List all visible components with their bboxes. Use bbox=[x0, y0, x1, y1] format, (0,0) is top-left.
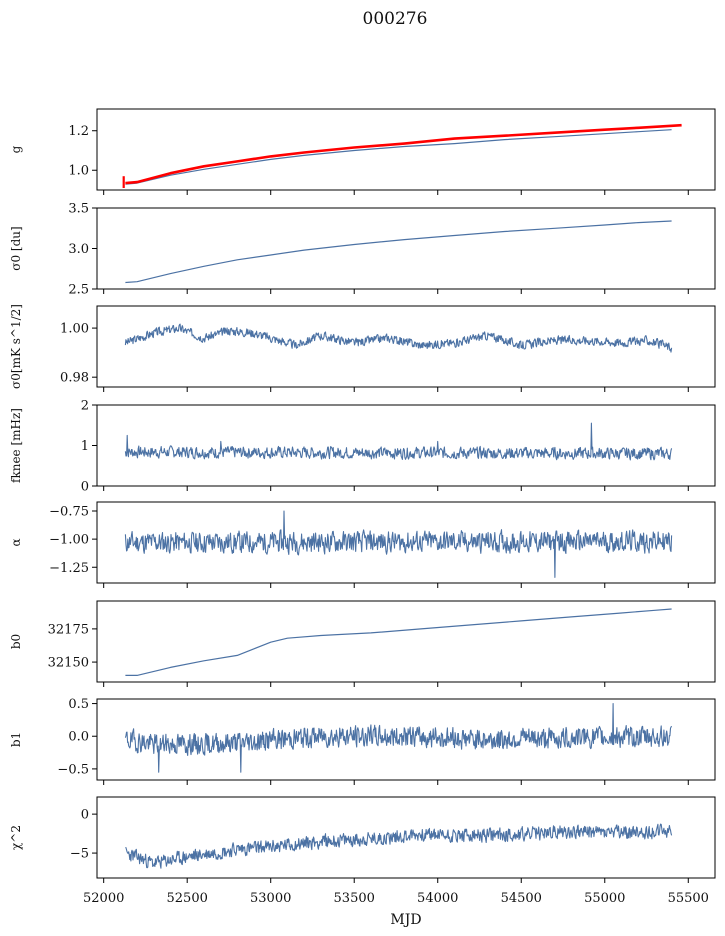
series-line-1 bbox=[125, 823, 673, 869]
series-line-1 bbox=[125, 129, 672, 185]
series-line-1 bbox=[124, 323, 673, 353]
subplot-5: −1.25 −1.00 −0.75 α bbox=[9, 501, 716, 588]
y-tick-label: −1.00 bbox=[49, 533, 89, 548]
x-tick-label: 52500 bbox=[167, 891, 208, 906]
series-line-1 bbox=[124, 510, 673, 578]
y-tick-label: 32175 bbox=[48, 622, 89, 637]
subplot-2: 2.5 3.0 3.5 σ0 [du] bbox=[9, 202, 716, 298]
series-group bbox=[124, 510, 673, 578]
subplot-6: 32150 32175 b0 bbox=[9, 600, 716, 687]
y-axis-label: fknee [mHz] bbox=[9, 408, 23, 483]
y-tick-label: −0.5 bbox=[57, 762, 89, 777]
series-group bbox=[124, 703, 673, 773]
y-tick-label: 3.0 bbox=[68, 242, 89, 257]
y-tick-label: 0 bbox=[81, 480, 89, 495]
y-tick-label: 1 bbox=[81, 439, 89, 454]
y-tick-label: 2.5 bbox=[68, 283, 89, 298]
subplot-4: 0 1 2 fknee [mHz] bbox=[9, 399, 716, 495]
y-axis-label: b1 bbox=[9, 732, 23, 747]
axes-frame bbox=[96, 698, 716, 781]
subplot-stack: 1.0 1.2 g 2.5 3.0 3.5 σ0 [du] 0.98 1.00 σ0[mK s^1… bbox=[9, 108, 716, 883]
axes-frame bbox=[96, 404, 716, 487]
x-tick-label: 55500 bbox=[668, 891, 709, 906]
x-axis-label: MJD bbox=[390, 912, 421, 928]
y-tick-label: 0.5 bbox=[68, 697, 89, 712]
x-tick-label: 53000 bbox=[250, 891, 291, 906]
axes-frame bbox=[96, 796, 716, 879]
y-tick-label: −1.25 bbox=[49, 561, 89, 576]
x-tick-label: 53500 bbox=[334, 891, 375, 906]
series-line-2 bbox=[125, 123, 682, 185]
axes-frame bbox=[96, 501, 716, 584]
y-tick-label: 1.00 bbox=[60, 322, 89, 337]
series-group bbox=[122, 123, 682, 188]
subplot-7: −0.5 0.0 0.5 b1 bbox=[9, 697, 716, 785]
axes-frame bbox=[96, 600, 716, 683]
y-tick-label: 0 bbox=[81, 808, 89, 823]
y-tick-label: 32150 bbox=[48, 656, 89, 671]
x-tick-label: 54000 bbox=[417, 891, 458, 906]
y-tick-label: −5 bbox=[70, 847, 89, 862]
series-group bbox=[124, 323, 673, 353]
series-line-1 bbox=[125, 608, 672, 677]
axes-frame bbox=[96, 305, 716, 388]
y-tick-label: 1.2 bbox=[68, 124, 89, 139]
y-axis-label: σ0[mK s^1/2] bbox=[9, 304, 23, 389]
subplot-1: 1.0 1.2 g bbox=[9, 108, 716, 195]
axes-frame bbox=[96, 207, 716, 290]
y-tick-label: 1.0 bbox=[68, 164, 89, 179]
y-axis-label: b0 bbox=[9, 634, 23, 649]
series-line-1 bbox=[124, 422, 673, 461]
y-tick-label: 0.0 bbox=[68, 730, 89, 745]
x-tick-label: 55000 bbox=[584, 891, 625, 906]
series-group bbox=[125, 220, 672, 284]
y-tick-label: 0.98 bbox=[60, 371, 89, 386]
subplot-3: 0.98 1.00 σ0[mK s^1/2] bbox=[9, 304, 716, 392]
series-group bbox=[125, 608, 672, 677]
subplot-8: −5 0 χ^2 bbox=[9, 796, 716, 883]
series-group bbox=[125, 823, 673, 869]
y-tick-label: −0.75 bbox=[49, 505, 89, 520]
figure-title: 000276 bbox=[363, 9, 428, 29]
axes-frame bbox=[96, 108, 716, 191]
y-axis-label: σ0 [du] bbox=[9, 226, 23, 270]
y-tick-label: 2 bbox=[81, 399, 89, 414]
y-axis-label: α bbox=[9, 538, 23, 546]
series-group bbox=[124, 422, 673, 461]
series-line-1 bbox=[125, 220, 672, 284]
x-tick-label: 52000 bbox=[83, 891, 124, 906]
series-line-1 bbox=[124, 703, 673, 773]
y-tick-label: 3.5 bbox=[68, 202, 89, 217]
y-axis-label: g bbox=[9, 145, 23, 153]
x-tick-label: 54500 bbox=[501, 891, 542, 906]
y-axis-label: χ^2 bbox=[9, 825, 23, 850]
shared-x-axis: 52000 52500 53000 53500 54000 54500 55000 55500 bbox=[83, 891, 709, 906]
